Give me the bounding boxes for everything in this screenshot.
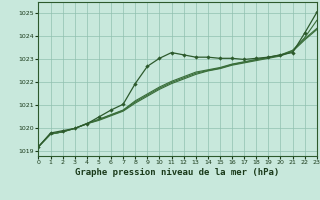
X-axis label: Graphe pression niveau de la mer (hPa): Graphe pression niveau de la mer (hPa) xyxy=(76,168,280,177)
